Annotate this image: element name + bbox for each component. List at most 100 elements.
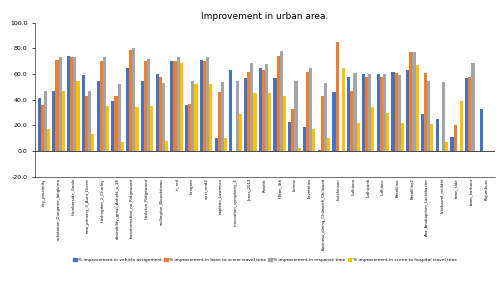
- Legend: % improvement in vehicle assignment, % improvement in base to scene travel time,: % improvement in vehicle assignment, % i…: [72, 256, 458, 264]
- Bar: [472, 63, 474, 151]
- Bar: [265, 64, 268, 151]
- Bar: [460, 101, 463, 151]
- Title: Improvement in urban area.: Improvement in urban area.: [202, 12, 328, 21]
- Bar: [424, 73, 427, 151]
- Bar: [401, 123, 404, 151]
- Bar: [194, 84, 198, 151]
- Bar: [468, 77, 471, 151]
- Bar: [112, 101, 114, 151]
- Bar: [365, 77, 368, 151]
- Bar: [392, 72, 394, 151]
- Bar: [85, 96, 88, 151]
- Bar: [450, 137, 454, 151]
- Bar: [129, 50, 132, 151]
- Bar: [67, 56, 70, 151]
- Bar: [52, 91, 56, 151]
- Bar: [162, 83, 165, 151]
- Bar: [144, 61, 147, 151]
- Bar: [356, 123, 360, 151]
- Bar: [185, 105, 188, 151]
- Bar: [394, 73, 398, 151]
- Bar: [200, 60, 203, 151]
- Bar: [312, 129, 316, 151]
- Bar: [454, 125, 456, 151]
- Bar: [76, 81, 80, 151]
- Bar: [247, 72, 250, 151]
- Bar: [288, 121, 292, 151]
- Bar: [218, 92, 221, 151]
- Bar: [103, 58, 106, 151]
- Bar: [158, 77, 162, 151]
- Bar: [165, 141, 168, 151]
- Bar: [480, 109, 483, 151]
- Bar: [292, 109, 294, 151]
- Bar: [238, 114, 242, 151]
- Bar: [258, 68, 262, 151]
- Bar: [96, 81, 100, 151]
- Bar: [206, 58, 209, 151]
- Bar: [347, 77, 350, 151]
- Bar: [368, 74, 372, 151]
- Bar: [40, 105, 44, 151]
- Bar: [421, 114, 424, 151]
- Bar: [120, 142, 124, 151]
- Bar: [332, 92, 336, 151]
- Bar: [147, 59, 150, 151]
- Bar: [88, 91, 91, 151]
- Bar: [132, 48, 136, 151]
- Bar: [436, 119, 439, 151]
- Bar: [465, 78, 468, 151]
- Bar: [262, 70, 265, 151]
- Bar: [376, 74, 380, 151]
- Bar: [280, 51, 283, 151]
- Bar: [268, 93, 272, 151]
- Bar: [114, 96, 117, 151]
- Bar: [118, 84, 120, 151]
- Bar: [303, 127, 306, 151]
- Bar: [324, 83, 327, 151]
- Bar: [70, 58, 73, 151]
- Bar: [38, 99, 40, 151]
- Bar: [82, 76, 85, 151]
- Bar: [126, 68, 129, 151]
- Bar: [91, 135, 94, 151]
- Bar: [156, 74, 158, 151]
- Bar: [442, 82, 445, 151]
- Bar: [318, 150, 321, 151]
- Bar: [56, 60, 58, 151]
- Bar: [406, 70, 409, 151]
- Bar: [350, 91, 354, 151]
- Bar: [380, 77, 383, 151]
- Bar: [309, 68, 312, 151]
- Bar: [236, 81, 238, 151]
- Bar: [244, 78, 247, 151]
- Bar: [229, 70, 232, 151]
- Bar: [58, 58, 61, 151]
- Bar: [398, 76, 401, 151]
- Bar: [327, 138, 330, 151]
- Bar: [427, 81, 430, 151]
- Bar: [294, 81, 298, 151]
- Bar: [203, 61, 206, 151]
- Bar: [321, 96, 324, 151]
- Bar: [306, 72, 309, 151]
- Bar: [74, 58, 76, 151]
- Bar: [180, 63, 183, 151]
- Bar: [362, 74, 365, 151]
- Bar: [250, 63, 254, 151]
- Bar: [445, 142, 448, 151]
- Bar: [176, 58, 180, 151]
- Bar: [383, 74, 386, 151]
- Bar: [136, 107, 138, 151]
- Bar: [150, 106, 154, 151]
- Bar: [209, 84, 212, 151]
- Bar: [62, 91, 65, 151]
- Bar: [342, 68, 345, 151]
- Bar: [416, 65, 418, 151]
- Bar: [221, 82, 224, 151]
- Bar: [141, 81, 144, 151]
- Bar: [106, 106, 109, 151]
- Bar: [354, 73, 356, 151]
- Bar: [170, 61, 173, 151]
- Bar: [47, 129, 50, 151]
